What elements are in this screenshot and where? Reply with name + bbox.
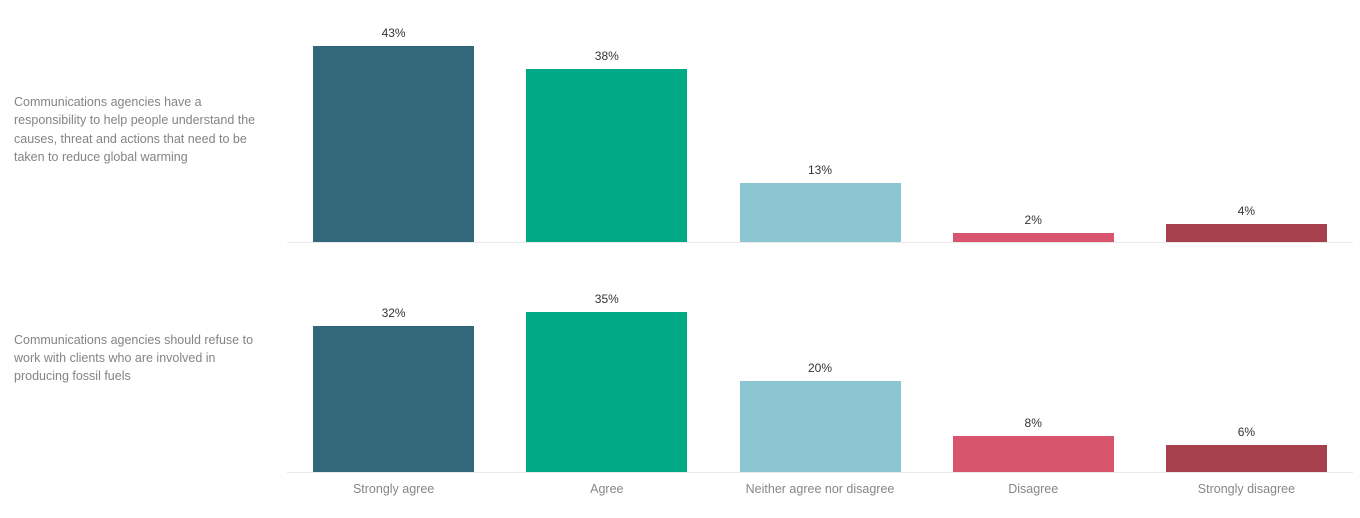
bar-strongly-disagree[interactable] xyxy=(1165,224,1327,242)
pane-bars-row-0: 43% 38% 13% 2% 4% xyxy=(287,0,1353,243)
bar-cell: 20% xyxy=(713,243,926,472)
bar-cell: 4% xyxy=(1140,0,1353,242)
bar-value-label: 4% xyxy=(1237,204,1256,218)
bar-neither-agree-nor-disagree[interactable] xyxy=(739,381,901,472)
bar-value-label: 6% xyxy=(1237,425,1256,439)
bar-cell: 32% xyxy=(287,243,500,472)
axis-label-neither: Neither agree nor disagree xyxy=(745,482,895,496)
bar-disagree[interactable] xyxy=(952,233,1114,242)
bar-cell: 38% xyxy=(500,0,713,242)
bar-cell: 2% xyxy=(927,0,1140,242)
chart-pane-refuse-clients: Communications agencies should refuse to… xyxy=(0,243,1353,473)
bar-strongly-agree[interactable] xyxy=(313,326,475,472)
bar-disagree[interactable] xyxy=(952,436,1114,472)
bar-value-label: 8% xyxy=(1024,416,1042,430)
bar-cell: 8% xyxy=(927,243,1140,472)
axis-label-agree: Agree xyxy=(590,482,624,496)
axis-label-strongly-disagree: Strongly disagree xyxy=(1197,482,1296,496)
pane-bars-row-1: 32% 35% 20% 8% 6% xyxy=(287,243,1353,473)
axis-labels: Strongly agree Agree Neither agree nor d… xyxy=(287,473,1353,518)
bar-value-label: 43% xyxy=(381,26,406,40)
bar-value-label: 38% xyxy=(594,49,619,63)
axis-label-strongly-agree: Strongly agree xyxy=(352,482,435,496)
bar-neither-agree-nor-disagree[interactable] xyxy=(739,183,901,242)
bar-cell: 35% xyxy=(500,243,713,472)
bar-value-label: 20% xyxy=(807,361,833,375)
axis-label-disagree: Disagree xyxy=(1008,482,1059,496)
chart-pane-responsibility: Communications agencies have a responsib… xyxy=(0,0,1353,243)
category-axis: Strongly agree Agree Neither agree nor d… xyxy=(0,473,1353,518)
bar-cell: 6% xyxy=(1140,243,1353,472)
bar-value-label: 32% xyxy=(381,306,406,320)
axis-spacer xyxy=(0,473,287,518)
row-label-refuse-clients: Communications agencies should refuse to… xyxy=(14,332,254,384)
bar-value-label: 13% xyxy=(807,163,833,177)
bar-agree[interactable] xyxy=(526,69,688,242)
bar-value-label: 35% xyxy=(594,292,619,306)
bar-cell: 13% xyxy=(713,0,926,242)
bar-agree[interactable] xyxy=(526,312,688,472)
bar-value-label: 2% xyxy=(1024,213,1042,227)
bar-cell: 43% xyxy=(287,0,500,242)
row-label-responsibility: Communications agencies have a responsib… xyxy=(14,95,256,164)
bar-strongly-disagree[interactable] xyxy=(1165,445,1327,472)
bar-strongly-agree[interactable] xyxy=(313,46,475,242)
